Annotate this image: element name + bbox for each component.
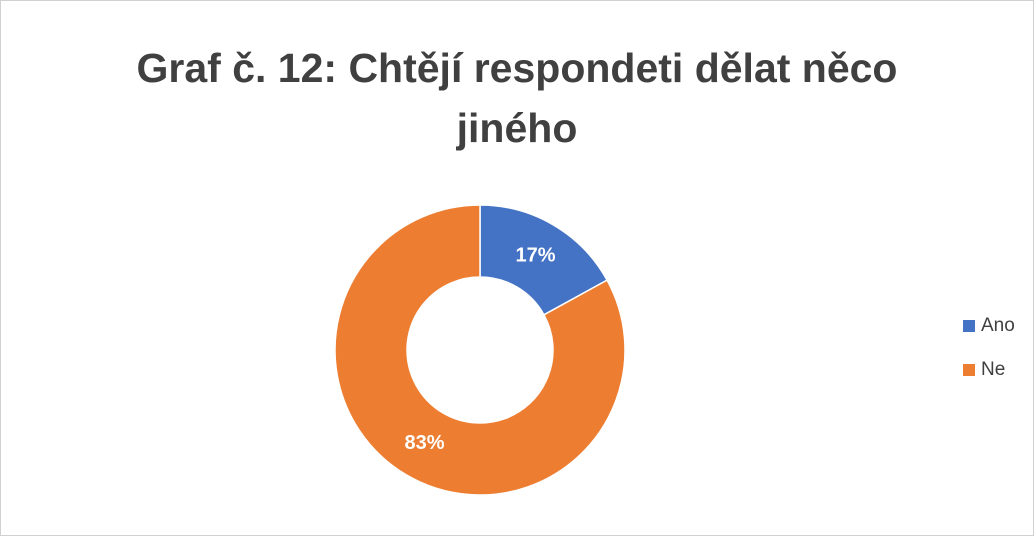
data-label: 83% [404, 432, 444, 454]
legend-label: Ne [981, 359, 1005, 380]
data-label: 17% [515, 244, 555, 266]
donut-slice [479, 204, 609, 316]
legend-swatch [963, 320, 975, 332]
chart-title: Graf č. 12: Chtějí respondeti dělat něco… [136, 45, 898, 151]
legend-swatch [963, 364, 975, 376]
donut-slice [334, 204, 626, 496]
legend-label: Ano [981, 315, 1015, 336]
